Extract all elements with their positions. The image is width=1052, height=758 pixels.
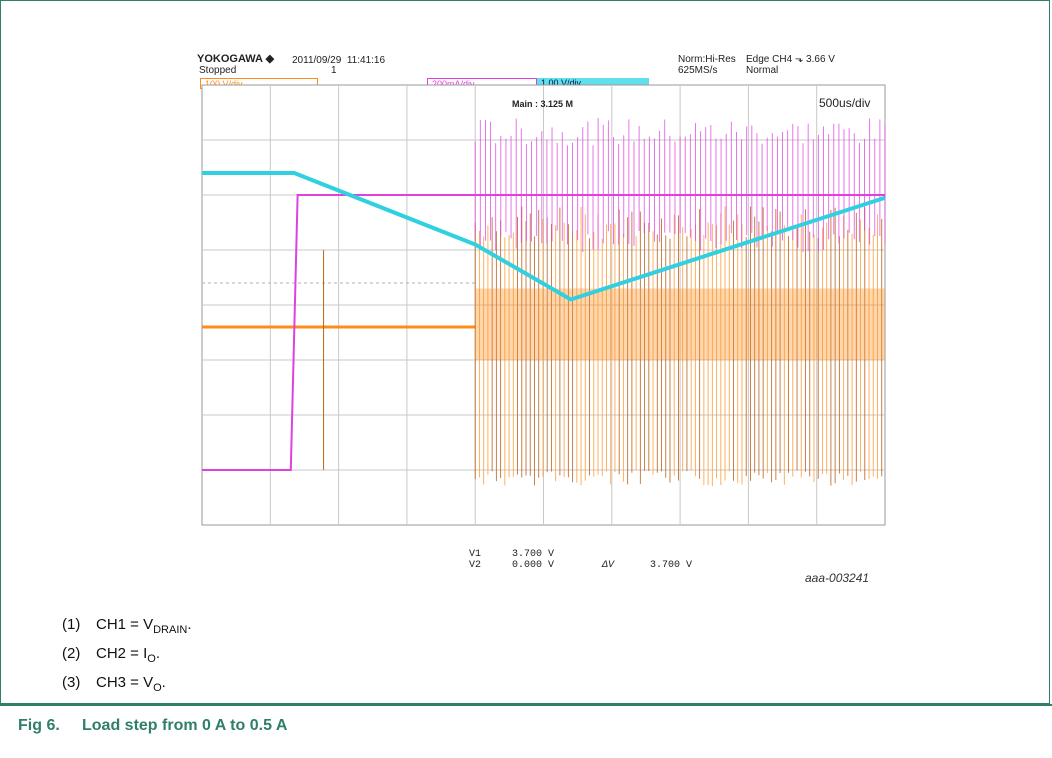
waveform-plot: L [201, 84, 886, 526]
sample-rate: 625MS/s [678, 65, 718, 76]
cursor-v1-value: 3.700 V [512, 549, 555, 560]
trigger-setting: Edge CH4 ⬎ 3.66 V [746, 54, 835, 65]
ch3-scale-box: 1.00 V/div [537, 78, 649, 89]
note-1: (1) CH1 = VDRAIN. [62, 616, 192, 636]
figure-id: aaa-003241 [805, 571, 870, 585]
note-2: (2) CH2 = IO. [62, 645, 161, 665]
acq-mode: Norm:Hi-Res [678, 54, 736, 65]
ch1-band [475, 288, 885, 360]
caption-divider [0, 704, 1052, 706]
scope-status: Stopped [199, 65, 237, 76]
scope-brand: YOKOGAWA ◆ [197, 53, 275, 65]
figure-caption: Fig 6. Load step from 0 A to 0.5 A [18, 717, 288, 734]
cursor-dv-label: ΔV [602, 560, 615, 571]
note-3: (3) CH3 = VO. [62, 674, 166, 694]
figure-frame [0, 0, 1050, 704]
cursor-v1-label: V1 [469, 549, 482, 560]
cursor-v2-label: V2 [469, 560, 482, 571]
main-record-label: Main : 3.125 M [512, 99, 574, 109]
scope-datetime: 2011/09/29 11:41:16 [292, 55, 386, 66]
cursor-v2-value: 0.000 V [512, 560, 555, 571]
ch3-trace [202, 171, 886, 302]
scope-screen: L [200, 45, 890, 585]
timebase-label: 500us/div [819, 96, 871, 110]
ch2-trace [202, 194, 885, 471]
record-number: 1 [331, 65, 337, 76]
cursor-dv-value: 3.700 V [650, 560, 693, 571]
trigger-mode: Normal [746, 65, 779, 76]
